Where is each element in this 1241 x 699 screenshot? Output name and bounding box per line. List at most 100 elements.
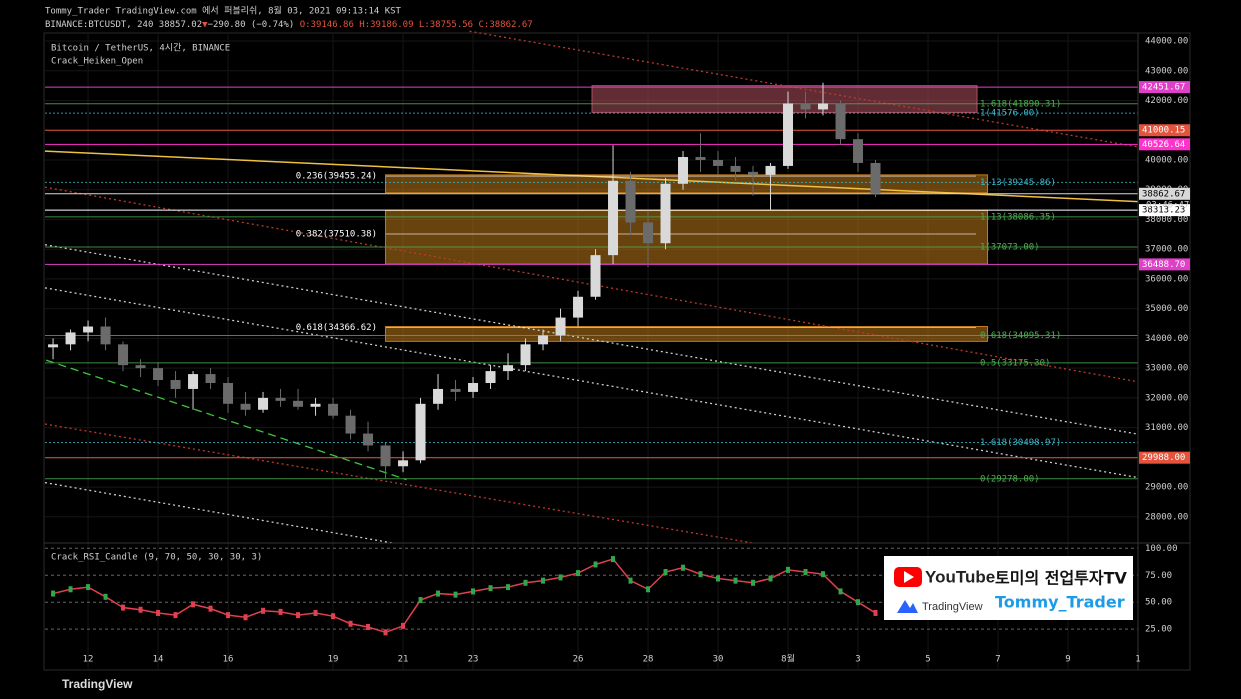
rsi-point bbox=[558, 574, 563, 581]
y-tick-label: 31000.00 bbox=[1145, 423, 1188, 433]
x-tick-label: 3 bbox=[855, 655, 860, 665]
rsi-point bbox=[803, 569, 808, 576]
candle-body bbox=[538, 335, 549, 345]
footer: TradingView bbox=[62, 677, 133, 691]
rsi-point bbox=[593, 561, 598, 568]
price-label-bg bbox=[1139, 187, 1190, 200]
fib-label: 0.5(33175.30) bbox=[980, 358, 1050, 368]
price-label: 40526.64 bbox=[1142, 140, 1185, 150]
candle-body bbox=[555, 317, 566, 336]
rsi-point bbox=[576, 570, 581, 577]
rsi-point bbox=[663, 569, 668, 576]
candle-body bbox=[485, 371, 496, 383]
candle-body bbox=[240, 403, 251, 410]
rsi-point bbox=[51, 590, 56, 597]
fib-label: 1.13(39245.86) bbox=[980, 178, 1056, 188]
candle-body bbox=[870, 162, 881, 194]
fib-label: 0.618(34366.62) bbox=[296, 323, 377, 333]
rsi-point bbox=[873, 609, 878, 616]
candle-body bbox=[328, 403, 339, 416]
fib-label: 1.13(38086.35) bbox=[980, 212, 1056, 222]
fib-label: 0.382(37510.38) bbox=[296, 230, 377, 240]
rsi-point bbox=[68, 586, 73, 593]
rsi-point bbox=[156, 609, 161, 616]
candle-body bbox=[345, 415, 356, 434]
x-tick-label: 19 bbox=[328, 655, 339, 665]
rsi-point bbox=[436, 590, 441, 597]
price-label: 41000.15 bbox=[1142, 126, 1185, 136]
x-tick-label: 5 bbox=[925, 655, 930, 665]
rsi-point bbox=[103, 593, 108, 600]
y-tick-label: 42000.00 bbox=[1145, 96, 1188, 106]
price-label: 38313.23 bbox=[1142, 206, 1185, 216]
chart-title: Bitcoin / TetherUS, 4시간, BINANCE bbox=[51, 43, 230, 54]
trendline bbox=[469, 30, 1139, 148]
fib-label: 0.618(34095.31) bbox=[980, 331, 1061, 341]
rsi-point bbox=[296, 612, 301, 619]
youtube-text: YouTube bbox=[925, 567, 995, 586]
zone bbox=[385, 326, 989, 342]
y-tick-label: 38000.00 bbox=[1145, 215, 1188, 225]
fib-label: 1.618(41890.31) bbox=[980, 99, 1061, 109]
price-label-bg bbox=[1139, 124, 1190, 137]
frame bbox=[43, 32, 1191, 671]
candle-body bbox=[643, 222, 654, 244]
rsi-point bbox=[313, 609, 318, 616]
rsi-point bbox=[541, 577, 546, 584]
x-tick-label: 26 bbox=[573, 655, 584, 665]
candle-body bbox=[258, 397, 269, 410]
name-text: Tommy_Trader bbox=[995, 593, 1125, 612]
candle-body bbox=[293, 400, 304, 407]
candle-body bbox=[748, 171, 759, 175]
candle-body bbox=[188, 374, 199, 389]
candle-body bbox=[818, 103, 829, 110]
fib-label: 1(37073.00) bbox=[980, 243, 1040, 253]
trendline bbox=[44, 423, 754, 544]
candle-body bbox=[223, 382, 234, 404]
tv-icon bbox=[897, 600, 918, 613]
candle-body bbox=[730, 165, 741, 172]
candle-body bbox=[660, 183, 671, 244]
candle-body bbox=[625, 180, 636, 223]
candle-body bbox=[135, 365, 146, 369]
candle-body bbox=[205, 374, 216, 383]
rsi-point bbox=[821, 571, 826, 578]
header-symbol: BINANCE:BTCUSDT, 240 38857.02▼−290.80 (−… bbox=[45, 20, 533, 30]
candle-body bbox=[170, 380, 181, 389]
candle-body bbox=[800, 103, 811, 110]
candle-body bbox=[713, 159, 724, 166]
y-tick-label: 28000.00 bbox=[1145, 512, 1188, 522]
arrow: ▼ bbox=[202, 20, 208, 30]
candle-body bbox=[835, 103, 846, 140]
rsi-point bbox=[208, 605, 213, 612]
y-tick-label: 36000.00 bbox=[1145, 274, 1188, 284]
candle-body bbox=[398, 460, 409, 467]
candle-body bbox=[450, 388, 461, 392]
candle-body bbox=[100, 326, 111, 345]
rsi-point bbox=[628, 577, 633, 584]
rsi-point bbox=[681, 564, 686, 571]
rsi-tick-label: 50.00 bbox=[1145, 598, 1172, 608]
price-label-bg bbox=[1139, 204, 1190, 217]
rsi-tick-label: 100.00 bbox=[1145, 544, 1178, 554]
brand-bg bbox=[884, 556, 1133, 620]
candle-body bbox=[415, 403, 426, 461]
plot bbox=[44, 30, 1139, 669]
rsi-point bbox=[383, 629, 388, 636]
x-tick-label: 9 bbox=[1065, 655, 1070, 665]
y-tick-label: 34000.00 bbox=[1145, 334, 1188, 344]
x-tick-label: 16 bbox=[223, 655, 234, 665]
rsi-point bbox=[471, 588, 476, 595]
rsi-point bbox=[453, 591, 458, 598]
price-label: 29988.00 bbox=[1142, 453, 1185, 463]
fib-label: 0(29278.00) bbox=[980, 474, 1040, 484]
candle-body bbox=[363, 433, 374, 446]
ohlc: O:39146.86 H:39186.09 L:38755.56 C:38862… bbox=[300, 20, 533, 30]
candle-body bbox=[275, 397, 286, 401]
candle-body bbox=[783, 103, 794, 166]
x-tick-label: 7 bbox=[995, 655, 1000, 665]
rsi-point bbox=[366, 623, 371, 630]
indicator-name: Crack_Heiken_Open bbox=[51, 57, 143, 67]
y-tick-label: 35000.00 bbox=[1145, 304, 1188, 314]
